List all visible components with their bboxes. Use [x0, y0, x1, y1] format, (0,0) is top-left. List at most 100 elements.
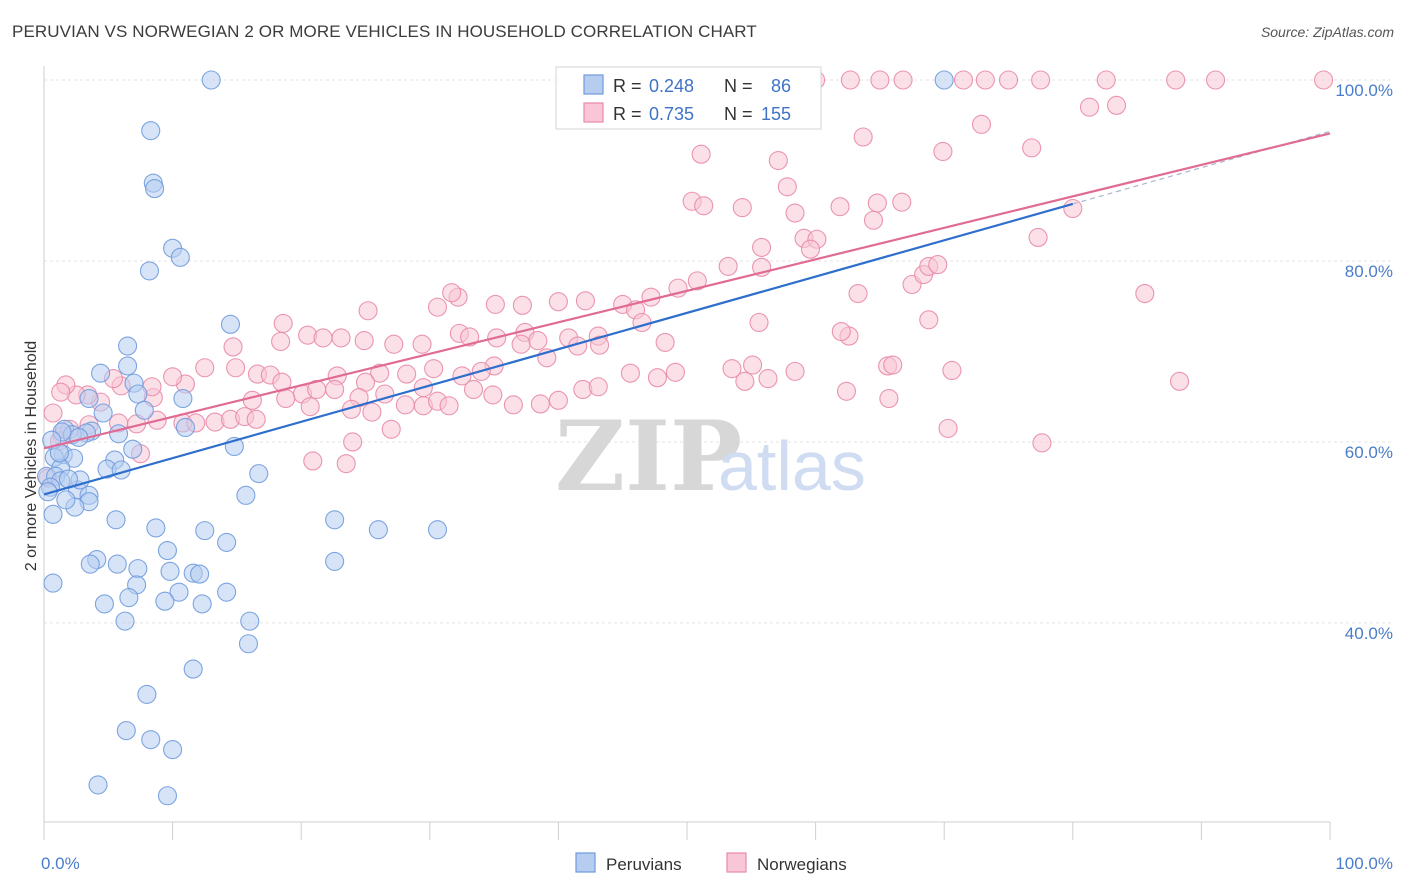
series-legend-label-norwegians: Norwegians [757, 855, 847, 874]
norwegians-point [867, 193, 887, 213]
peruvians-point [56, 490, 76, 510]
peruvians-point [325, 551, 345, 571]
norwegians-point [442, 283, 462, 303]
norwegians-point [942, 360, 962, 381]
norwegians-point [590, 335, 610, 355]
legend-n-value-norwegians: 155 [761, 104, 791, 124]
x-tick-label-min: 0.0% [41, 854, 80, 873]
norwegians-point [273, 313, 293, 333]
norwegians-point [384, 334, 404, 354]
norwegians-point [830, 197, 850, 217]
norwegians-point [226, 358, 246, 378]
norwegians-point [928, 255, 948, 275]
peruvians-point [368, 520, 388, 540]
norwegians-point [1135, 284, 1155, 304]
norwegians-point [485, 294, 505, 314]
correlation-legend: R = 0.248 N = 86 R = 0.735 N = 155 [555, 66, 822, 130]
norwegians-point [768, 150, 788, 171]
watermark-zip: ZIP [555, 400, 742, 513]
norwegians-point [460, 327, 480, 347]
norwegians-point [836, 381, 857, 401]
norwegians-point [427, 297, 448, 317]
norwegians-point [735, 371, 755, 391]
norwegians-point [694, 196, 714, 216]
series-legend-swatch-norwegians [726, 852, 747, 873]
peruvians-point [220, 314, 241, 334]
peruvians-point [236, 485, 256, 505]
legend-swatch-norwegians [583, 102, 604, 123]
norwegians-point [343, 432, 363, 452]
norwegians-point [412, 334, 432, 354]
norwegians-point [752, 237, 772, 257]
norwegians-point [395, 395, 415, 415]
peruvians-point [94, 594, 114, 614]
norwegians-point [530, 394, 550, 414]
peruvians-point [201, 70, 221, 90]
peruvians-point [88, 775, 108, 795]
norwegians-point [331, 328, 351, 348]
norwegians-point [271, 331, 291, 352]
legend-r-label-peruvians: R = [613, 76, 642, 96]
peruvians-point [170, 247, 190, 267]
y-tick-labels: 40.0% 60.0% 80.0% 100.0% [1335, 81, 1393, 643]
trend-lines [43, 130, 1331, 496]
norwegians-point [195, 358, 215, 378]
peruvians-point [238, 634, 259, 654]
peruvians-point [123, 439, 143, 459]
peruvians-point [107, 554, 127, 574]
source-credit: Source: ZipAtlas.com [1260, 24, 1394, 40]
norwegians-trendline [43, 132, 1331, 450]
peruvians-point [163, 740, 183, 760]
peruvians-point [141, 730, 161, 750]
norwegians-point [800, 239, 821, 259]
peruvians-point [118, 356, 138, 376]
peruvians-point [173, 388, 193, 409]
norwegians-point [840, 70, 860, 90]
peruvians-point [190, 564, 210, 584]
peruvians-point [249, 464, 269, 484]
peruvians-point [155, 591, 175, 611]
norwegians-point [632, 312, 652, 333]
norwegians-point [370, 363, 390, 383]
peruvians-point [157, 540, 178, 561]
norwegians-point [512, 295, 532, 315]
norwegians-point [548, 292, 568, 312]
norwegians-point [665, 362, 685, 382]
peruvians-point [183, 659, 203, 679]
peruvians-point [128, 384, 148, 404]
peruvians-point [106, 510, 126, 530]
peruvians-point [160, 561, 180, 581]
legend-r-value-peruvians: 0.248 [649, 76, 694, 96]
norwegians-point [503, 395, 523, 415]
norwegians-point [785, 203, 805, 223]
norwegians-point [1031, 70, 1051, 90]
norwegians-point [511, 334, 531, 354]
norwegians-point [883, 355, 903, 375]
norwegians-point [548, 390, 568, 410]
peruvians-point [91, 363, 111, 383]
norwegians-point [953, 70, 974, 90]
norwegians-point [853, 127, 873, 147]
y-tick-label: 40.0% [1345, 624, 1393, 643]
norwegians-point [691, 144, 711, 164]
norwegians-point [732, 198, 752, 218]
norwegians-point [975, 70, 995, 90]
norwegians-point [1314, 70, 1334, 90]
norwegians-point [439, 396, 459, 416]
legend-n-value-peruvians: 86 [771, 76, 791, 96]
peruvians-point [217, 532, 237, 552]
norwegians-point [424, 359, 444, 379]
peruvians-point [145, 179, 165, 199]
norwegians-point [655, 332, 675, 352]
peruvians-point [157, 786, 178, 806]
norwegians-point [1022, 138, 1042, 158]
norwegians-point [1166, 70, 1186, 90]
norwegians-point [1096, 70, 1116, 90]
norwegians-point [722, 359, 742, 379]
y-tick-label: 60.0% [1345, 443, 1393, 462]
peruvians-point [192, 594, 212, 614]
x-ticks [43, 822, 1331, 840]
norwegians-point [163, 367, 183, 387]
norwegians-point [246, 409, 266, 429]
